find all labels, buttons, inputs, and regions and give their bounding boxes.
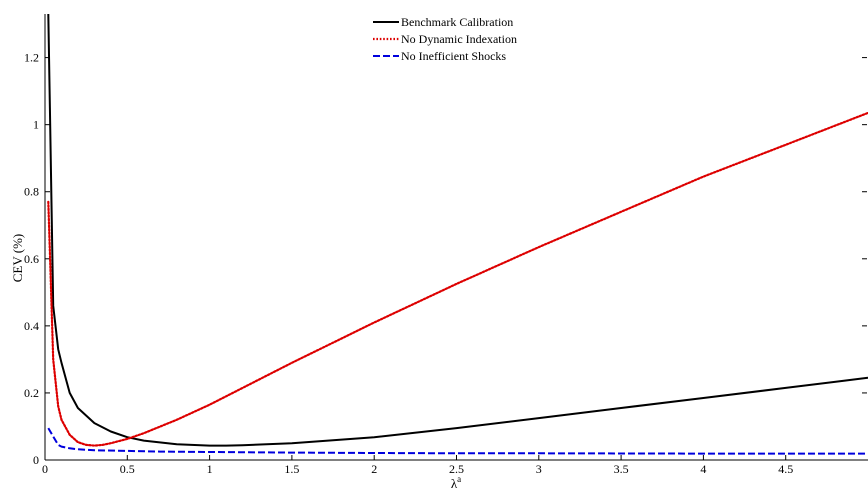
x-axis-label-main: λ	[451, 476, 458, 491]
x-tick-label: 3	[536, 462, 542, 476]
y-tick-label: 1.2	[24, 51, 39, 65]
legend-label-2: No Dynamic Indexation	[401, 32, 517, 46]
x-tick-label: 1.5	[284, 462, 299, 476]
y-tick-label: 0	[33, 453, 39, 467]
series-layer	[47, 13, 868, 455]
x-tick-label: 4	[700, 462, 706, 476]
x-tick-label: 2.5	[449, 462, 464, 476]
x-axis-label-superscript: a	[457, 474, 461, 484]
series-line-1	[47, 13, 868, 447]
legend-label-3: No Inefficient Shocks	[401, 49, 506, 63]
y-tick-label: 0.2	[24, 386, 39, 400]
y-axis-label: CEV (%)	[10, 234, 25, 283]
x-tick-label: 1	[207, 462, 213, 476]
x-tick-label: 2	[371, 462, 377, 476]
legend: Benchmark Calibration No Dynamic Indexati…	[373, 15, 517, 63]
series-line-2	[47, 111, 868, 447]
series-line-3	[47, 427, 868, 455]
x-tick-label: 3.5	[614, 462, 629, 476]
x-tick-label: 4.5	[778, 462, 793, 476]
axes: 0 0.5 1 1.5 2 2.5 3 3.5 4 4.5 0 0.2 0.4 0.6 0.8 1 1.2	[24, 14, 868, 476]
legend-label-1: Benchmark Calibration	[401, 15, 513, 29]
y-tick-label: 0.8	[24, 185, 39, 199]
x-axis-label: λa	[451, 474, 461, 491]
x-tick-label: 0.5	[120, 462, 135, 476]
x-tick-label: 0	[42, 462, 48, 476]
y-tick-label: 1	[33, 118, 39, 132]
y-tick-label: 0.6	[24, 252, 39, 266]
y-tick-label: 0.4	[24, 319, 39, 333]
